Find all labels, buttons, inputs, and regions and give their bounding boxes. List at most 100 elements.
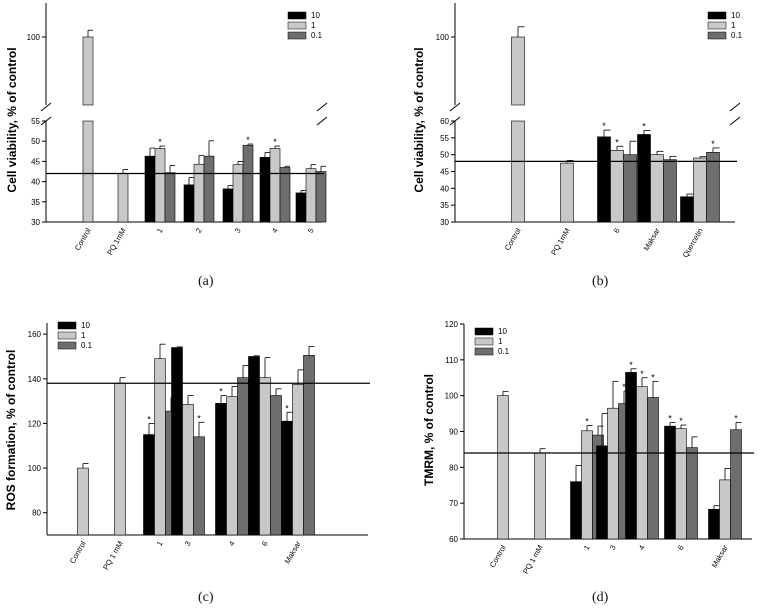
significance-star-d: * — [679, 416, 683, 426]
bar-c — [259, 377, 271, 536]
bar-d — [664, 425, 676, 540]
x-tick-label-a: 5 — [306, 227, 316, 235]
y-tick-label-c: 80 — [32, 509, 41, 518]
legend-swatch-c — [57, 331, 77, 340]
significance-star-d: * — [668, 414, 672, 424]
y-axis-label-d: TMRM, % of control — [422, 374, 436, 486]
bar-b — [511, 120, 525, 223]
legend-label-b: 1 — [731, 21, 736, 30]
x-tick-label-c: 4 — [227, 540, 237, 548]
y-tick-label-b: 100 — [436, 33, 450, 42]
y-tick-label-d: 90 — [449, 428, 458, 437]
legend-label-c: 10 — [81, 321, 90, 330]
y-tick-label-d: 60 — [449, 535, 458, 544]
bar-d — [730, 429, 742, 540]
significance-star-b: * — [602, 121, 606, 131]
bar-b — [623, 154, 637, 223]
bar-d — [719, 479, 731, 540]
significance-star-b: * — [711, 139, 715, 149]
legend-swatch-c — [57, 321, 77, 330]
bar-c — [114, 382, 126, 536]
x-tick-label-d: PQ 1 mM — [521, 544, 545, 576]
x-tick-label-c: 1 — [155, 540, 165, 548]
legend-swatch-d — [474, 347, 494, 356]
x-tick-label-a: 4 — [270, 227, 280, 235]
y-tick-label-a: 45 — [31, 157, 40, 166]
bar-d — [675, 428, 687, 540]
bar-d — [636, 386, 648, 540]
bar-b — [597, 136, 611, 223]
y-tick-label-c: 140 — [28, 375, 42, 384]
y-tick-label-b: 50 — [440, 151, 449, 160]
legend-label-c: 1 — [81, 331, 86, 340]
x-tick-label-b: Maksar — [642, 226, 662, 252]
x-tick-label-c: 6 — [260, 540, 270, 548]
axis-break-mark-b — [449, 102, 461, 112]
bar-a — [164, 172, 176, 223]
bar-a — [144, 155, 156, 223]
bar-a — [203, 155, 215, 223]
x-tick-label-b: Control — [503, 226, 523, 252]
bar-d — [596, 445, 608, 540]
y-tick-label-b: 35 — [440, 201, 449, 210]
bar-a — [222, 188, 234, 223]
bar-c — [182, 404, 194, 536]
axis-break-mark-a — [316, 102, 328, 112]
bar-c — [292, 384, 304, 536]
x-tick-label-d: 4 — [637, 544, 647, 552]
significance-star-a: * — [246, 135, 250, 145]
y-axis-label-c: ROS formation, % of control — [4, 350, 18, 511]
significance-star-d: * — [651, 372, 655, 382]
x-tick-label-c: Control — [68, 539, 88, 565]
legend-swatch-a — [287, 11, 307, 20]
y-axis-label-b: Cell viability, % of control — [412, 47, 426, 192]
y-tick-label-d: 110 — [445, 356, 458, 365]
x-tick-label-b: Quercetin — [681, 227, 705, 260]
panel-label-d: (d) — [592, 590, 609, 605]
x-tick-label-c: 3 — [183, 540, 193, 548]
y-tick-label-a: 40 — [31, 178, 40, 187]
bar-a — [183, 184, 195, 223]
bar-c — [303, 355, 315, 536]
legend-swatch-b — [707, 11, 727, 20]
y-tick-label-c: 120 — [28, 419, 42, 428]
y-tick-label-b: 30 — [440, 218, 449, 227]
legend-swatch-c — [57, 341, 77, 350]
bar-a — [82, 120, 94, 223]
y-tick-label-a: 50 — [31, 137, 40, 146]
bar-d — [708, 508, 720, 540]
bar-a — [117, 173, 129, 223]
bar-b — [663, 159, 677, 223]
x-tick-label-d: 6 — [676, 544, 686, 552]
bar-d — [686, 447, 698, 540]
bar-d — [534, 452, 546, 540]
axis-break-mark-b — [729, 116, 741, 126]
bar-d — [625, 372, 637, 540]
x-tick-label-b: PQ 1mM — [549, 227, 572, 257]
legend-label-d: 10 — [498, 327, 507, 336]
legend-label-c: 0.1 — [81, 341, 93, 350]
bar-d — [497, 395, 509, 540]
bar-d — [581, 430, 593, 540]
panel-label-b: (b) — [592, 274, 609, 289]
panel-label-a: (a) — [198, 274, 214, 289]
legend-swatch-a — [287, 21, 307, 30]
bar-a — [315, 171, 327, 223]
bar-c — [270, 395, 282, 536]
bar-b — [650, 154, 664, 223]
bar-c — [143, 434, 155, 536]
legend-label-b: 10 — [731, 11, 740, 20]
significance-star-a: * — [158, 137, 162, 147]
significance-star-d: * — [734, 414, 738, 424]
y-tick-label-a: 55 — [31, 117, 40, 126]
bar-c — [237, 377, 249, 536]
y-tick-label-d: 100 — [445, 392, 459, 401]
x-tick-label-d: Maksar — [710, 543, 730, 569]
legend-label-d: 1 — [498, 337, 503, 346]
bar-a — [295, 192, 307, 223]
bar-b — [511, 36, 525, 106]
significance-star-c: * — [285, 403, 289, 413]
legend-swatch-a — [287, 31, 307, 40]
